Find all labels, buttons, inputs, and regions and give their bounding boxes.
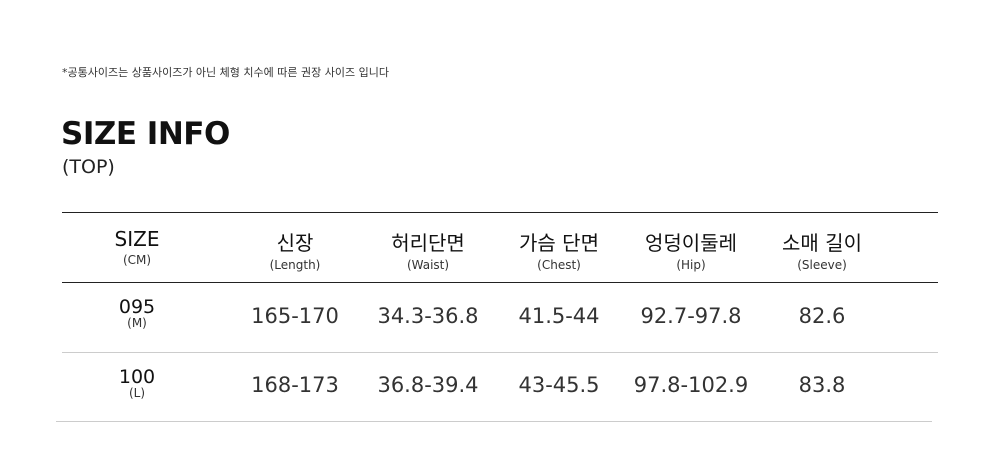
header-label: 신장 [276, 231, 314, 255]
hip-value: 92.7-97.8 [640, 304, 742, 328]
waist-value: 34.3-36.8 [377, 304, 479, 328]
header-bottom-border [62, 282, 938, 283]
length-value: 168-173 [251, 373, 339, 397]
header-sublabel: (Sleeve) [797, 258, 847, 272]
header-label: 가슴 단면 [519, 231, 599, 255]
table-top-border [62, 212, 938, 213]
length-value: 165-170 [251, 304, 339, 328]
size-value: 095 [118, 296, 156, 318]
table-bottom-border [56, 421, 932, 422]
header-sublabel: (Chest) [537, 258, 581, 272]
sleeve-value: 83.8 [798, 373, 846, 397]
header-chest: 가슴 단면 (Chest) [489, 227, 629, 272]
header-label: SIZE [114, 227, 160, 251]
chest-value: 43-45.5 [518, 373, 600, 397]
size-cell: 100 (L) [67, 366, 207, 400]
size-sublabel: (M) [127, 316, 147, 330]
header-sleeve: 소매 길이 (Sleeve) [752, 227, 892, 272]
header-label: 소매 길이 [782, 231, 862, 255]
header-label: 엉덩이둘레 [645, 231, 737, 255]
header-length: 신장 (Length) [225, 227, 365, 272]
chest-value: 41.5-44 [518, 304, 600, 328]
header-sublabel: (Length) [269, 258, 321, 272]
page-subtitle: (TOP) [62, 156, 115, 178]
page-title: SIZE INFO [61, 116, 230, 152]
header-sublabel: (Waist) [406, 258, 450, 272]
header-sublabel: (CM) [122, 253, 152, 267]
size-value: 100 [118, 366, 156, 388]
header-size: SIZE (CM) [67, 227, 207, 267]
header-waist: 허리단면 (Waist) [358, 227, 498, 272]
row-divider [62, 352, 938, 353]
header-sublabel: (Hip) [676, 258, 706, 272]
size-sublabel: (L) [128, 386, 146, 400]
waist-value: 36.8-39.4 [377, 373, 479, 397]
header-label: 허리단면 [391, 231, 465, 255]
header-hip: 엉덩이둘레 (Hip) [621, 227, 761, 272]
size-cell: 095 (M) [67, 296, 207, 330]
size-note: *공통사이즈는 상품사이즈가 아닌 체형 치수에 따른 권장 사이즈 입니다 [62, 66, 389, 79]
sleeve-value: 82.6 [798, 304, 846, 328]
hip-value: 97.8-102.9 [633, 373, 749, 397]
